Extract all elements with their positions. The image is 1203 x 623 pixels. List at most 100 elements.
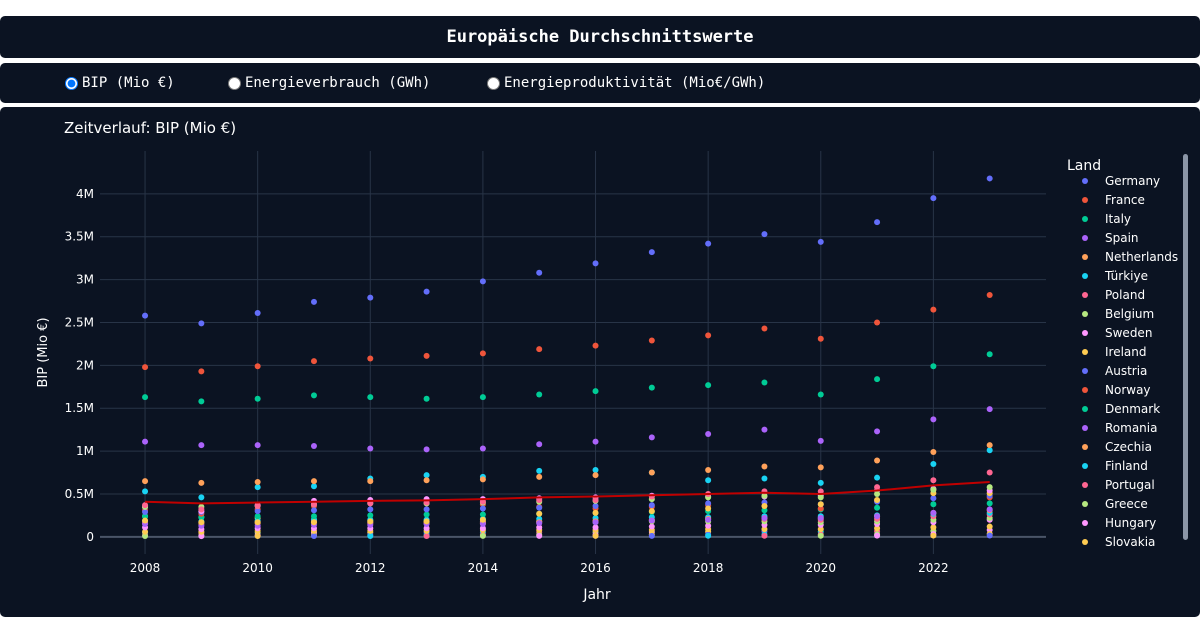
data-point-denmark [479,511,486,518]
legend-item-romania[interactable]: Romania [1082,421,1157,435]
legend-label: Hungary [1105,516,1156,530]
data-point-denmark [874,504,881,511]
data-point-germany [986,175,993,182]
data-point-germany [310,298,317,305]
legend-label: Türkiye [1104,269,1148,283]
legend-item-sweden[interactable]: Sweden [1082,326,1152,340]
radio-energy[interactable] [228,76,241,90]
data-point-germany [367,294,374,301]
data-point-germany [536,269,543,276]
y-tick-label: 1M [76,444,94,458]
data-point-spain [479,445,486,452]
data-point-denmark [310,513,317,520]
legend-item-czechia[interactable]: Czechia [1082,440,1152,454]
legend-item-spain[interactable]: Spain [1082,231,1139,245]
data-point-ireland [142,517,149,524]
data-point-denmark [423,511,430,518]
legend-item-germany[interactable]: Germany [1082,174,1160,188]
data-point-ireland [367,518,374,525]
data-point-belgium [986,484,993,491]
data-point [423,532,430,539]
data-point-germany [198,320,205,327]
radio-label-productivity: Energieproduktivität (Mio€/GWh) [504,75,766,91]
radio-bip[interactable] [65,76,78,90]
y-tick-label: 2.5M [65,315,94,329]
legend-item-italy[interactable]: Italy [1082,212,1131,226]
data-point-austria [254,508,261,515]
data-point-romania [479,520,486,527]
radio-option-bip[interactable]: BIP (Mio €) [65,63,175,103]
data-point-austria [536,504,543,511]
legend-item-france[interactable]: France [1082,193,1145,207]
data-point-france [648,337,655,344]
data-point-slovakia [930,524,937,531]
data-point-romania [761,514,768,521]
data-point [930,532,937,539]
data-point-italy [254,395,261,402]
legend-item-türkiye[interactable]: Türkiye [1082,269,1148,283]
data-point-austria [310,507,317,514]
legend-item-netherlands[interactable]: Netherlands [1082,250,1178,264]
data-point-romania [874,513,881,520]
data-point-türkiye [986,447,993,454]
data-point-italy [142,394,149,401]
legend-item-ireland[interactable]: Ireland [1082,345,1147,359]
data-point-france [198,368,205,375]
data-point-italy [986,351,993,358]
data-point-poland [592,496,599,503]
legend-item-greece[interactable]: Greece [1082,497,1148,511]
data-point-denmark [930,501,937,508]
legend-marker [1082,387,1088,393]
data-point-italy [592,388,599,395]
legend-item-norway[interactable]: Norway [1082,383,1151,397]
data-point-france [142,364,149,371]
data-point-spain [930,416,937,423]
legend-item-belgium[interactable]: Belgium [1082,307,1154,321]
data-point-netherlands [367,478,374,485]
legend-marker [1082,330,1088,336]
data-point-hungary [423,525,430,532]
legend-item-hungary[interactable]: Hungary [1082,516,1156,530]
data-point-netherlands [986,442,993,449]
legend-item-poland[interactable]: Poland [1082,288,1145,302]
data-point-france [536,346,543,353]
y-tick-label: 2M [76,358,94,372]
data-point-netherlands [310,478,317,485]
data-point-poland [986,469,993,476]
legend-item-austria[interactable]: Austria [1082,364,1147,378]
page-title: Europäische Durchschnittswerte [446,27,754,47]
legend-marker [1082,501,1088,507]
data-point-netherlands [817,464,824,471]
legend-item-slovakia[interactable]: Slovakia [1082,535,1155,549]
data-point-türkiye [930,460,937,467]
legend-item-denmark[interactable]: Denmark [1082,402,1160,416]
legend-item-finland[interactable]: Finland [1082,459,1148,473]
data-point-italy [367,394,374,401]
data-point-netherlands [479,476,486,483]
data-point-belgium [817,494,824,501]
data-point-germany [874,219,881,226]
legend-label: Norway [1105,383,1151,397]
scatter-chart: Zeitverlauf: BIP (Mio €) 2008 2010 2012 2014… [36,119,1178,603]
data-point-germany [761,231,768,238]
legend-item-portugal[interactable]: Portugal [1082,478,1155,492]
data-point-germany [930,195,937,202]
data-point [198,533,205,540]
legend-marker [1082,178,1088,184]
legend-label: Germany [1105,174,1160,188]
radio-option-productivity[interactable]: Energieproduktivität (Mio€/GWh) [487,63,765,103]
radio-option-energy[interactable]: Energieverbrauch (GWh) [228,63,430,103]
legend-label: Spain [1105,231,1139,245]
legend-scrollbar[interactable] [1183,154,1188,540]
legend-label: Poland [1105,288,1145,302]
x-tick-label: 2014 [468,561,499,575]
radio-productivity[interactable] [487,76,500,90]
legend-marker [1082,216,1088,222]
data-point-spain [198,442,205,449]
data-point-poland [874,484,881,491]
data-point-spain [367,445,374,452]
data-point-italy [536,391,543,398]
legend-label: Greece [1105,497,1148,511]
data-point-poland [536,496,543,503]
data-point-france [254,363,261,370]
